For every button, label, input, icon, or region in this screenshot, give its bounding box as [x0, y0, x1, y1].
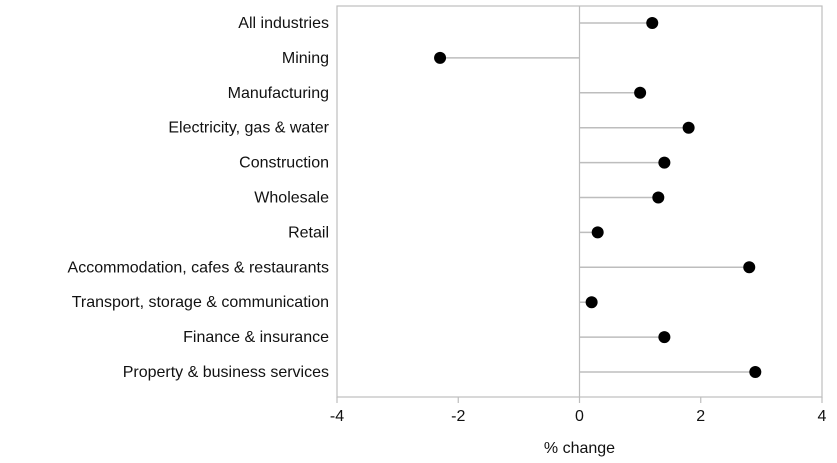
data-point — [585, 296, 598, 309]
category-label: Accommodation, cafes & restaurants — [68, 259, 329, 276]
x-tick-label: 2 — [696, 408, 705, 425]
category-label: Transport, storage & communication — [72, 294, 329, 311]
category-label: Wholesale — [254, 190, 329, 207]
category-labels: All industries Mining Manufacturing Electri… — [68, 15, 330, 381]
data-point — [434, 51, 447, 64]
data-point — [658, 156, 671, 169]
data-point — [682, 121, 695, 134]
data-point — [591, 226, 604, 239]
category-label: Mining — [282, 50, 329, 67]
category-label: Finance & insurance — [183, 329, 329, 346]
data-point — [646, 17, 659, 29]
x-tick-labels: -4 -2 0 2 4 — [330, 408, 827, 425]
x-axis-ticks — [336, 397, 823, 403]
x-axis-title: % change — [544, 440, 615, 457]
data-point — [658, 331, 671, 344]
data-point — [634, 86, 647, 99]
x-tick-label: -2 — [451, 408, 465, 425]
category-label: Property & business services — [123, 364, 329, 381]
category-label: Construction — [239, 155, 329, 172]
data-point — [652, 191, 665, 204]
category-label: All industries — [238, 15, 329, 32]
x-tick-label: 4 — [818, 408, 827, 425]
x-tick-label: -4 — [330, 408, 344, 425]
stems — [440, 22, 756, 373]
data-point — [743, 261, 756, 274]
x-tick-label: 0 — [575, 408, 584, 425]
data-point — [749, 366, 762, 378]
category-label: Manufacturing — [228, 85, 329, 102]
category-label: Electricity, gas & water — [168, 120, 329, 137]
category-label: Retail — [288, 224, 329, 241]
markers — [434, 17, 762, 378]
